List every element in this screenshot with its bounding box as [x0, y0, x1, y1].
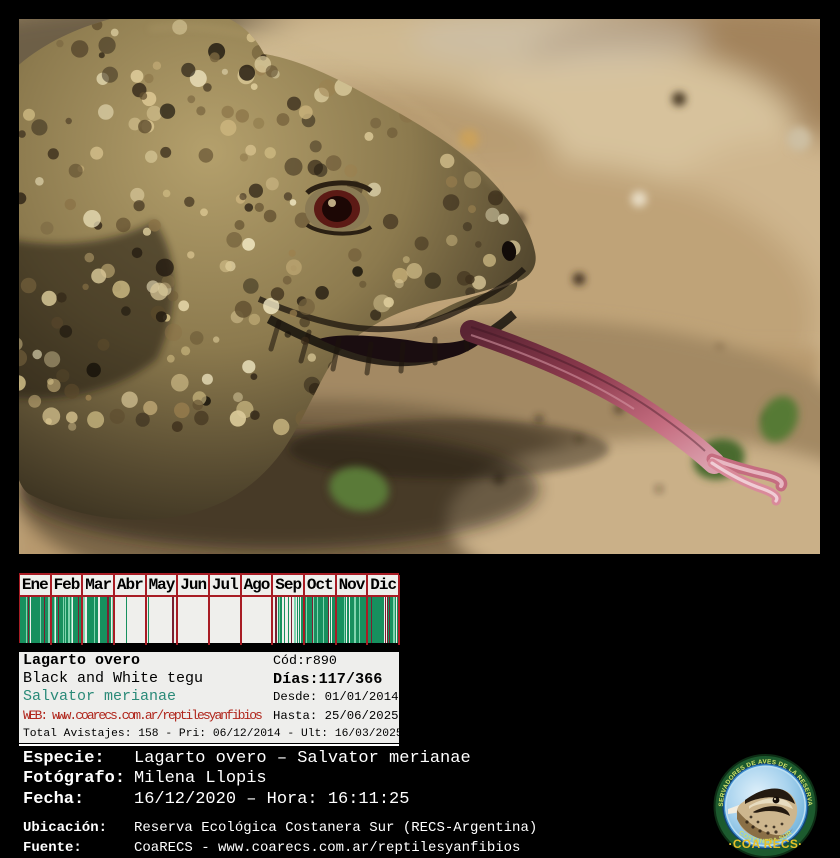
svg-text:·COA RECS·: ·COA RECS·	[729, 837, 803, 851]
